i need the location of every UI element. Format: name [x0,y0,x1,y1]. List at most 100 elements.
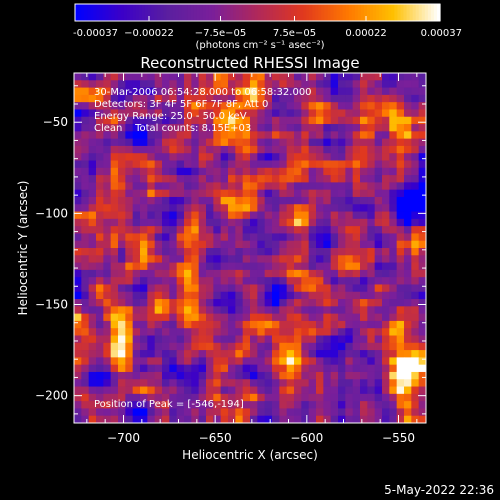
heatmap-cell [147,145,156,154]
heatmap-cell [250,386,258,395]
heatmap-cell [382,189,390,198]
heatmap-cell [418,401,427,409]
colorbar-segment [385,4,389,21]
heatmap-cell [162,204,170,212]
heatmap-cell [154,408,163,417]
heatmap-cell [257,182,266,191]
heatmap-cell [184,233,192,242]
heatmap-cell [140,189,148,198]
heatmap-cell [88,342,97,351]
heatmap-cell [96,269,104,278]
heatmap-cell [374,204,383,212]
heatmap-cell [198,153,207,161]
colorbar-segment [214,4,219,21]
heatmap-cell [374,80,383,88]
heatmap-cell [191,291,200,300]
heatmap-cell [389,226,398,234]
heatmap-cell [374,328,383,336]
heatmap-cell [374,262,383,271]
heatmap-cell [316,182,324,191]
heatmap-cell [286,342,295,351]
heatmap-cell [213,364,222,373]
heatmap-cell [206,87,214,96]
heatmap-cell [81,262,90,271]
heatmap-cell [184,124,192,132]
heatmap-cell [125,153,134,161]
heatmap-cell [257,277,266,285]
heatmap-cell [330,255,339,263]
heatmap-cell [125,80,134,88]
heatmap-cell [352,138,361,147]
heatmap-cell [272,328,280,336]
heatmap-cell [316,371,324,380]
heatmap-cell [169,94,178,103]
heatmap-cell [81,218,90,227]
colorbar-segment [96,4,100,21]
heatmap-cell [154,269,163,278]
heatmap-cell [330,342,339,351]
heatmap-cell [418,277,427,285]
heatmap-cell [162,109,170,118]
heatmap-cell [140,248,148,256]
heatmap-cell [382,328,390,336]
heatmap-cell [140,175,148,183]
heatmap-cell [213,408,222,417]
heatmap-cell [316,269,324,278]
heatmap-cell [374,371,383,380]
heatmap-cell [330,313,339,322]
heatmap-cell [279,73,288,81]
heatmap-cell [103,306,112,315]
heatmap-cell [352,386,361,395]
heatmap-cell [374,87,383,96]
heatmap-cell [345,269,354,278]
heatmap-cell [198,313,207,322]
heatmap-cell [206,291,214,300]
heatmap-cell [257,269,266,278]
heatmap-cell [352,94,361,103]
heatmap-cell [367,87,376,96]
heatmap-cell [338,401,346,409]
heatmap-cell [367,415,376,424]
heatmap-cell [250,167,258,176]
heatmap-cell [323,291,332,300]
heatmap-cell [125,211,134,220]
heatmap-cell [345,291,354,300]
heatmap-cell [382,379,390,387]
heatmap-cell [176,328,185,336]
heatmap-cell [88,167,97,176]
heatmap-cell [103,131,112,140]
heatmap-cell [235,145,244,154]
heatmap-cell [132,262,141,271]
heatmap-cell [272,196,280,205]
heatmap-cell [374,233,383,242]
colorbar-unit-label: (photons cm⁻² s⁻¹ asec⁻²) [195,40,324,51]
heatmap-cell [279,182,288,191]
heatmap-cell [418,248,427,256]
heatmap-cell [74,182,82,191]
colorbar-segment [403,4,408,21]
heatmap-cell [389,87,398,96]
heatmap-cell [191,124,200,132]
heatmap-cell [110,335,119,344]
heatmap-cell [360,211,368,220]
heatmap-cell [132,73,141,81]
heatmap-cell [235,182,244,191]
colorbar-segment [230,4,234,21]
y-tick-label: −100 [35,206,68,220]
heatmap-cell [294,153,302,161]
heatmap-cell [301,211,310,220]
heatmap-cell [74,415,82,424]
heatmap-cell [382,204,390,212]
heatmap-cell [294,284,302,293]
heatmap-cell [338,357,346,366]
heatmap-cell [374,167,383,176]
heatmap-cell [184,87,192,96]
heatmap-cell [103,160,112,169]
heatmap-cell [125,175,134,183]
colorbar-segment [211,4,216,21]
heatmap-cell [374,94,383,103]
colorbar-segment [120,4,125,21]
heatmap-cell [169,167,178,176]
heatmap-cell [118,415,126,424]
heatmap-cell [367,160,376,169]
